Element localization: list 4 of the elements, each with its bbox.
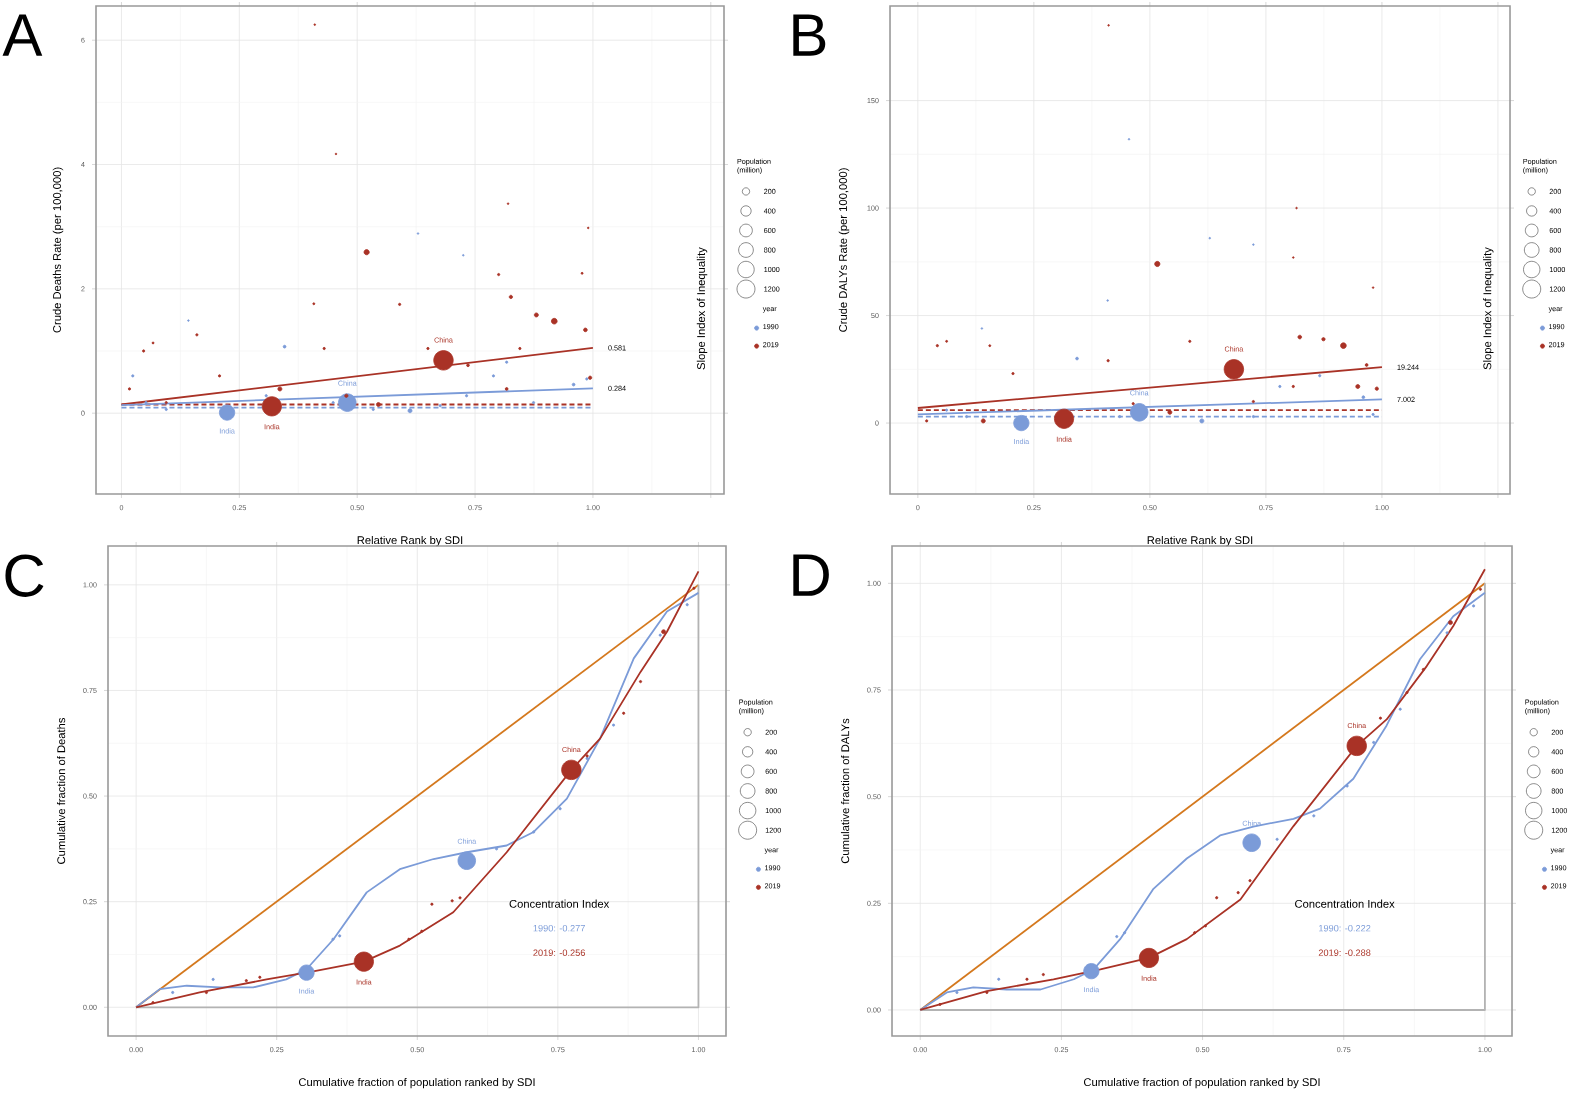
chart-title: C (5, 554, 44, 597)
chart-title: D (793, 554, 829, 596)
chart-title: A (2, 14, 43, 56)
chart-title: B (793, 14, 826, 56)
